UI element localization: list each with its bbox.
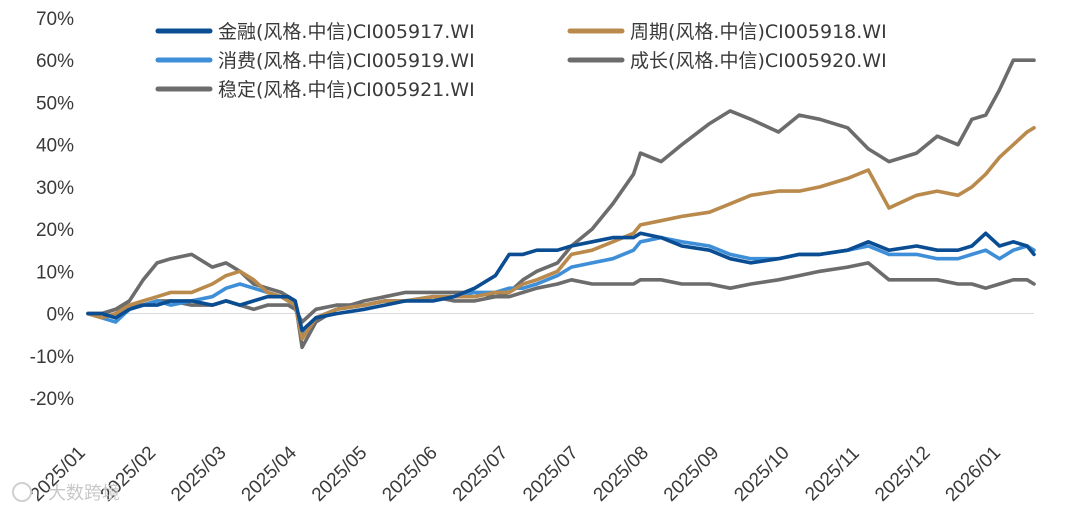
y-tick-label: 50%	[36, 93, 74, 114]
legend-label: 成长(风格.中信)CI005920.WI	[630, 50, 887, 72]
x-tick-label: 2025/05	[308, 442, 371, 505]
legend-label: 稳定(风格.中信)CI005921.WI	[218, 79, 475, 101]
y-tick-label: -10%	[30, 347, 74, 368]
x-tick-label: 2025/12	[871, 442, 934, 505]
legend-label: 周期(风格.中信)CI005918.WI	[630, 21, 887, 43]
series-line	[86, 235, 1036, 337]
x-axis-ticks: 2025/01 2025/02 2025/03 2025/04 2025/05 2025/…	[26, 442, 1005, 506]
x-tick-label: 2026/01	[942, 442, 1005, 505]
x-tick-label: 2025/06	[378, 442, 441, 505]
x-tick-label: 2025/07	[449, 442, 512, 505]
y-tick-label: 60%	[36, 51, 74, 72]
series-line	[86, 231, 1036, 333]
watermark-logo-icon	[12, 482, 32, 502]
series-line	[86, 58, 1036, 350]
x-tick-label: 2025/10	[730, 442, 793, 505]
x-tick-label: 2025/08	[590, 442, 653, 505]
y-axis-ticks: -20% -10% 0% 10% 20% 30% 40% 50% 60% 70%	[30, 9, 74, 410]
y-tick-label: -20%	[30, 389, 74, 410]
x-tick-label: 2025/07	[519, 442, 582, 505]
y-tick-label: 20%	[36, 220, 74, 241]
legend: 金融(风格.中信)CI005917.WI 周期(风格.中信)CI005918.WI…	[155, 21, 887, 101]
x-tick-label: 2025/03	[167, 442, 230, 505]
x-tick-label: 2025/11	[801, 443, 863, 505]
y-tick-label: 10%	[36, 262, 74, 283]
x-tick-label: 2025/09	[660, 442, 723, 505]
series-lines	[86, 58, 1036, 350]
x-tick-label: 2025/04	[238, 442, 302, 506]
series-line	[86, 126, 1036, 341]
y-tick-label: 30%	[36, 178, 74, 199]
y-tick-label: 70%	[36, 9, 74, 30]
watermark: 大数跨境	[12, 482, 120, 504]
y-tick-label: 40%	[36, 136, 74, 157]
legend-label: 消费(风格.中信)CI005919.WI	[218, 50, 475, 72]
legend-label: 金融(风格.中信)CI005917.WI	[218, 21, 475, 43]
y-tick-label: 0%	[47, 305, 75, 326]
watermark-text: 大数跨境	[48, 483, 120, 504]
